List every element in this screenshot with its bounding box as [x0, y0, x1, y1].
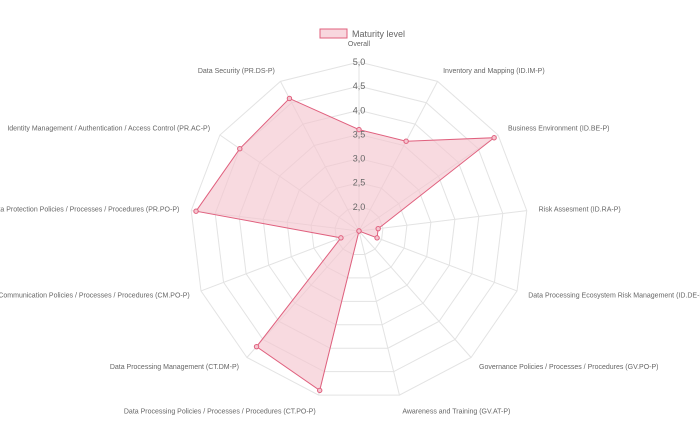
data-point[interactable] [375, 225, 381, 232]
point-label: Identity Management / Authentication / A… [7, 126, 210, 133]
legend-label-maturity-level[interactable]: Maturity level [352, 29, 405, 39]
point-label: Risk Assesment (ID.RA-P) [539, 207, 621, 214]
tick-label: 2,0 [353, 202, 366, 212]
grid-ring [190, 61, 528, 396]
point-label: Inventory and Mapping (ID.IM-P) [443, 68, 545, 75]
point-label: Awareness and Training (GV.AT-P) [402, 409, 510, 416]
data-point[interactable] [237, 146, 243, 152]
data-point[interactable] [253, 343, 260, 350]
tick-label: 2,5 [353, 178, 366, 188]
data-point[interactable] [403, 138, 409, 144]
tick-label: 4,0 [353, 105, 366, 115]
point-label: Data Protection Policies / Processes / P… [0, 207, 179, 214]
point-label: Communication Policies / Processes / Pro… [0, 293, 190, 300]
data-point[interactable] [356, 228, 362, 234]
tick-label: 3,5 [353, 129, 366, 139]
radial-ticks: 2,0 2,5 3,0 3,5 4,0 4,5 5,0 [353, 57, 366, 212]
point-labels: Overall Inventory and Mapping (ID.IM-P) Bu… [0, 41, 700, 416]
tick-label: 4,5 [353, 81, 366, 91]
data-point[interactable] [491, 135, 497, 141]
point-label: Governance Policies / Processes / Proced… [479, 364, 658, 371]
point-label: Data Security (PR.DS-P) [198, 68, 275, 75]
grid-spoke [358, 230, 518, 292]
radar-series [193, 95, 497, 394]
point-label: Data Processing Policies / Processes / P… [124, 409, 316, 416]
point-label: Business Environment (ID.BE-P) [508, 126, 610, 133]
data-point[interactable] [374, 235, 380, 241]
tick-label: 5,0 [353, 57, 366, 67]
data-point[interactable] [338, 235, 344, 241]
legend[interactable]: Maturity level [319, 28, 405, 39]
tick-label: 3,0 [353, 154, 366, 164]
data-point[interactable] [193, 208, 199, 214]
grid-spoke [200, 230, 360, 292]
legend-swatch[interactable] [319, 28, 348, 39]
data-point[interactable] [317, 387, 323, 394]
grid-spoke [358, 230, 400, 396]
grid-spoke [358, 210, 527, 232]
point-label: Data Processing Management (CT.DM-P) [110, 364, 239, 371]
point-label: Overall [348, 41, 371, 48]
data-point[interactable] [286, 95, 293, 102]
point-label: Data Processing Ecosystem Risk Managemen… [528, 293, 700, 300]
data-point[interactable] [356, 126, 362, 133]
grid-spoke [358, 230, 472, 358]
series-area [195, 97, 496, 392]
